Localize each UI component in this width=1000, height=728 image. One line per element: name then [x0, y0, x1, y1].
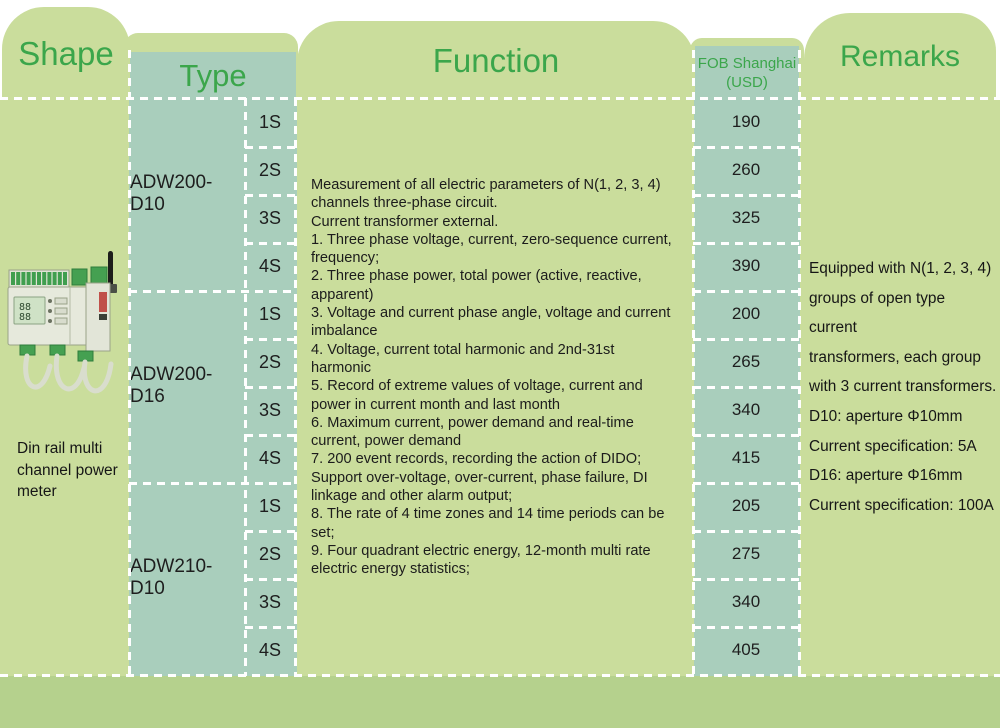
type-model-cell: ADW200-D10 — [130, 172, 213, 215]
type-model-cell: ADW210-D10 — [130, 556, 213, 599]
row-divider — [693, 530, 799, 533]
remarks-column-panel — [800, 98, 1000, 676]
price-cell: 200 — [731, 304, 761, 323]
type-header-label: Type — [179, 58, 247, 93]
price-cell: 325 — [731, 208, 761, 227]
shape-caption: Din rail multi channel power meter — [17, 440, 118, 500]
size-row-divider — [245, 338, 295, 341]
shape-column-header: Shape — [2, 7, 130, 100]
type-size-cell: 4S — [258, 447, 282, 468]
type-size-cell: 1S — [258, 111, 282, 132]
type-size-cell: 3S — [258, 207, 282, 228]
svg-text:88: 88 — [19, 312, 31, 323]
price-cell: 205 — [731, 496, 761, 515]
size-row-divider — [245, 194, 295, 197]
row-divider — [693, 194, 799, 197]
row-divider — [693, 434, 799, 437]
function-description: Measurement of all electric parameters o… — [311, 177, 672, 578]
bottom-background-strip — [0, 676, 1000, 728]
column-divider — [128, 50, 131, 676]
row-divider — [693, 626, 799, 629]
model-group-divider — [129, 290, 295, 293]
header-divider — [0, 97, 1000, 100]
fob-column-header: FOB Shanghai (USD) — [695, 46, 799, 100]
model-group-divider — [129, 482, 295, 485]
price-cell: 390 — [731, 256, 761, 275]
row-divider — [693, 578, 799, 581]
type-size-cell: 1S — [258, 303, 282, 324]
type-size-cell: 1S — [258, 495, 282, 516]
type-size-cell: 4S — [258, 639, 282, 660]
remarks-header-label: Remarks — [839, 39, 960, 73]
row-divider — [693, 338, 799, 341]
price-cell: 340 — [731, 592, 761, 611]
device-image: 88 88 — [6, 250, 126, 408]
type-size-cell: 3S — [258, 591, 282, 612]
row-divider — [693, 482, 799, 485]
function-column-panel — [297, 98, 694, 676]
type-model-cell: ADW200-D16 — [130, 364, 213, 407]
svg-text:88: 88 — [19, 302, 31, 313]
row-divider — [693, 290, 799, 293]
size-row-divider — [245, 434, 295, 437]
type-size-cell: 2S — [258, 159, 282, 180]
din-rail-meter-illustration: 88 88 — [7, 251, 117, 394]
row-divider — [693, 242, 799, 245]
table-bottom-divider — [0, 674, 1000, 677]
size-row-divider — [245, 386, 295, 389]
price-cell: 405 — [731, 640, 761, 659]
price-cell: 265 — [731, 352, 761, 371]
price-cell: 415 — [731, 448, 761, 467]
type-size-cell: 4S — [258, 255, 282, 276]
fob-header-label: FOB Shanghai (USD) — [697, 55, 797, 91]
type-column-header: Type — [130, 52, 296, 100]
row-divider — [693, 146, 799, 149]
size-row-divider — [245, 530, 295, 533]
size-row-divider — [245, 626, 295, 629]
type-size-cell: 3S — [258, 399, 282, 420]
size-row-divider — [245, 242, 295, 245]
price-cell: 260 — [731, 160, 761, 179]
price-cell: 190 — [731, 112, 761, 131]
type-size-cell: 2S — [258, 543, 282, 564]
function-header-label: Function — [432, 41, 560, 79]
function-column-header: Function — [297, 21, 695, 100]
row-divider — [693, 386, 799, 389]
price-cell: 275 — [731, 544, 761, 563]
remarks-description: Equipped with N(1, 2, 3, 4) groups of op… — [809, 260, 997, 514]
column-divider — [798, 50, 801, 676]
column-divider — [692, 50, 695, 676]
size-row-divider — [245, 578, 295, 581]
price-cell: 340 — [731, 400, 761, 419]
column-divider — [294, 98, 297, 676]
remarks-column-header: Remarks — [804, 13, 996, 100]
type-size-cell: 2S — [258, 351, 282, 372]
shape-header-label: Shape — [18, 34, 114, 72]
size-row-divider — [245, 146, 295, 149]
